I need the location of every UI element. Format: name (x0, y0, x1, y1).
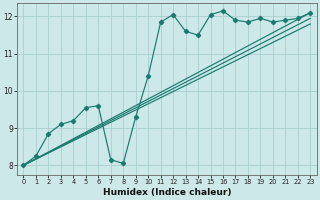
X-axis label: Humidex (Indice chaleur): Humidex (Indice chaleur) (103, 188, 231, 197)
